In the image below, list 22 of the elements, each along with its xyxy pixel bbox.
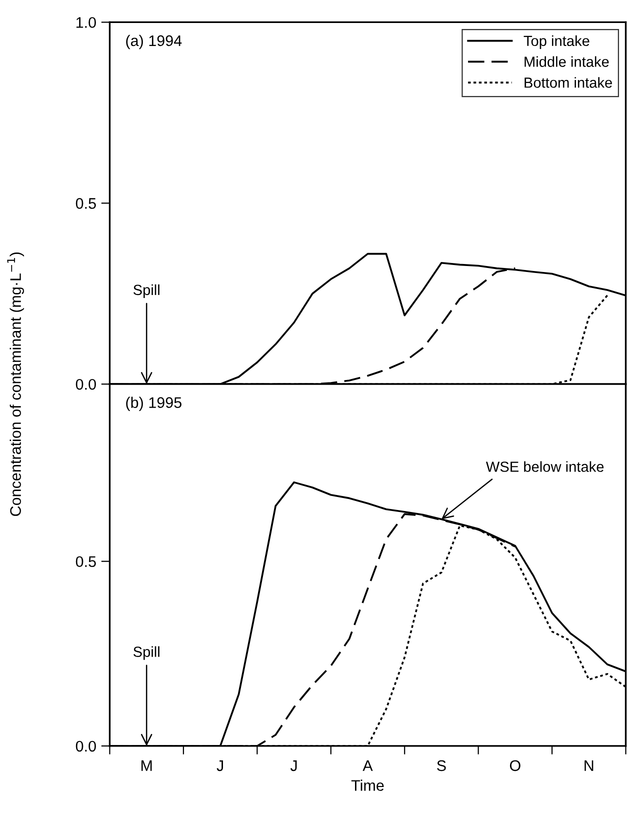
annotation: WSE below intake — [486, 461, 604, 472]
x-tick-label: M — [141, 760, 152, 771]
legend-label: Middle intake — [524, 56, 609, 67]
text: (b) 1995 — [126, 396, 182, 411]
legend-label: Bottom intake — [524, 77, 612, 88]
y-tick-label: 0.0 — [76, 740, 96, 752]
x-axis-title: Time — [351, 780, 384, 791]
annotation: Spill — [133, 646, 160, 660]
x-tick-label: J — [216, 760, 223, 772]
y-tick-label: 0.5 — [76, 198, 96, 209]
x-tick-label: O — [510, 760, 520, 772]
y-tick-label: 0.0 — [76, 378, 96, 390]
x-tick-label: A — [362, 760, 373, 771]
y-tick-label: 0.5 — [76, 556, 96, 568]
y-axis-title: Concentration of contaminant (mg·L$^{−1}$) — [7, 252, 24, 516]
annotation: Spill — [133, 284, 160, 298]
x-tick-label: J — [290, 760, 297, 772]
legend-label: Top intake — [524, 35, 590, 49]
y-tick-label: 1.0 — [76, 17, 96, 28]
x-tick-label: S — [437, 760, 446, 772]
x-tick-label: N — [584, 760, 594, 771]
text: (a) 1994 — [126, 34, 182, 50]
